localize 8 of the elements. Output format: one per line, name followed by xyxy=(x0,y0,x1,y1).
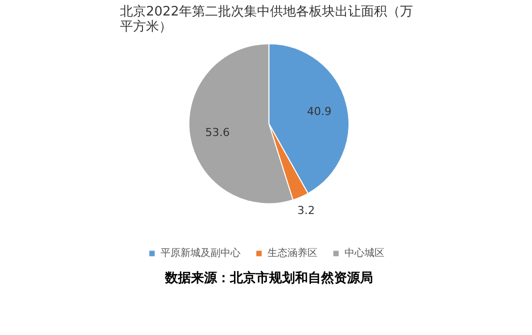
chart-title: 北京2022年第二批次集中供地各板块出让面积（万平方米） xyxy=(120,4,414,34)
legend-label: 中心城区 xyxy=(344,246,384,260)
data-label: 3.2 xyxy=(297,204,315,218)
data-label: 40.9 xyxy=(306,105,332,118)
data-label: 53.6 xyxy=(205,126,230,140)
legend-label: 平原新城及副中心 xyxy=(160,246,240,260)
source-note: 数据来源：北京市规划和自然资源局 xyxy=(164,270,373,286)
legend-label: 生态涵养区 xyxy=(268,246,318,260)
